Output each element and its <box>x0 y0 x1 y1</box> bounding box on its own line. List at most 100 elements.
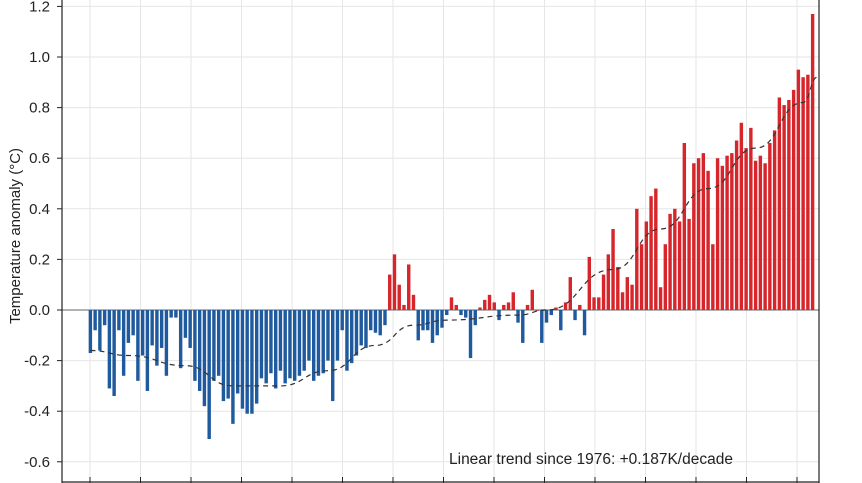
bar <box>630 284 634 310</box>
bar <box>730 153 734 310</box>
bar <box>369 310 373 331</box>
bar <box>706 170 710 310</box>
bar <box>140 310 145 356</box>
bar <box>411 294 416 310</box>
bar <box>768 143 772 310</box>
bar <box>212 310 216 381</box>
bar <box>259 310 264 379</box>
bar <box>98 310 102 351</box>
bar <box>644 221 649 310</box>
bar <box>487 294 492 310</box>
bar <box>226 310 230 399</box>
bar <box>350 310 354 364</box>
bar <box>592 297 596 310</box>
bar <box>563 302 568 310</box>
y-tick-label: 0.2 <box>29 251 50 268</box>
bar <box>525 304 530 310</box>
bar <box>392 254 397 310</box>
bar <box>202 310 207 407</box>
bar <box>307 310 311 361</box>
bar <box>540 310 544 343</box>
bar <box>711 244 715 310</box>
bar <box>421 310 425 331</box>
bar <box>692 163 696 310</box>
bar <box>516 310 520 323</box>
bar <box>193 310 197 381</box>
bar <box>378 310 382 336</box>
bar <box>725 155 729 310</box>
bar <box>763 163 767 310</box>
bar <box>473 310 477 326</box>
bar <box>673 208 677 310</box>
bar <box>810 13 815 311</box>
y-tick-label: -0.6 <box>24 454 50 471</box>
bar <box>121 310 126 376</box>
bar <box>131 310 135 336</box>
bar <box>326 310 330 361</box>
bar <box>597 297 601 310</box>
trend-annotation: Linear trend since 1976: +0.187K/decade <box>449 451 733 468</box>
bar <box>426 310 430 331</box>
bar <box>749 127 753 310</box>
bar <box>502 304 506 310</box>
bar <box>126 310 131 343</box>
bar <box>207 310 211 440</box>
bar <box>445 310 449 316</box>
bar <box>449 297 454 310</box>
bar <box>468 310 473 359</box>
y-tick-label: -0.4 <box>24 403 50 420</box>
bar <box>687 218 691 310</box>
bar <box>464 310 468 318</box>
bar <box>331 310 335 402</box>
bar <box>383 310 387 326</box>
bar <box>354 310 359 356</box>
bar <box>430 310 435 343</box>
bar <box>649 196 653 310</box>
bar <box>535 310 539 311</box>
bar <box>102 310 107 326</box>
bar <box>796 69 801 311</box>
bar <box>682 143 687 310</box>
bar <box>715 158 720 310</box>
bar <box>107 310 112 389</box>
bar <box>544 310 549 323</box>
bar <box>321 310 325 374</box>
bar <box>492 302 496 310</box>
bar <box>340 310 344 331</box>
bar <box>606 254 611 310</box>
bar <box>231 310 235 424</box>
bar <box>521 310 525 343</box>
bar <box>373 310 378 333</box>
bar <box>397 284 401 310</box>
y-axis-ticks: -0.6 -0.4 -0.2 0.0 0.2 0.4 0.6 0.8 1.0 1.2 <box>24 0 62 471</box>
bar <box>478 307 482 310</box>
bar <box>188 310 192 348</box>
bar <box>273 310 278 389</box>
bar <box>753 160 758 310</box>
bar <box>668 213 672 310</box>
bar <box>150 310 154 346</box>
bar <box>288 310 292 379</box>
bar <box>335 310 340 361</box>
bar <box>559 310 563 331</box>
y-tick-label: 0.0 <box>29 302 50 319</box>
plot-background <box>62 0 819 483</box>
y-tick-label: 0.6 <box>29 150 50 167</box>
bar <box>739 122 744 310</box>
bar <box>197 310 202 391</box>
bar <box>772 130 777 310</box>
y-axis-title: Temperature anomaly (°C) <box>7 148 24 324</box>
bar <box>117 310 121 331</box>
bar <box>407 264 411 310</box>
bar <box>240 310 245 409</box>
bar <box>549 310 553 316</box>
bar <box>578 304 582 310</box>
bar <box>254 310 259 404</box>
y-tick-label: 1.0 <box>29 49 50 66</box>
bar <box>159 310 164 348</box>
bar <box>744 148 748 310</box>
bar <box>787 100 791 310</box>
bar <box>782 105 786 310</box>
bar <box>388 274 392 310</box>
